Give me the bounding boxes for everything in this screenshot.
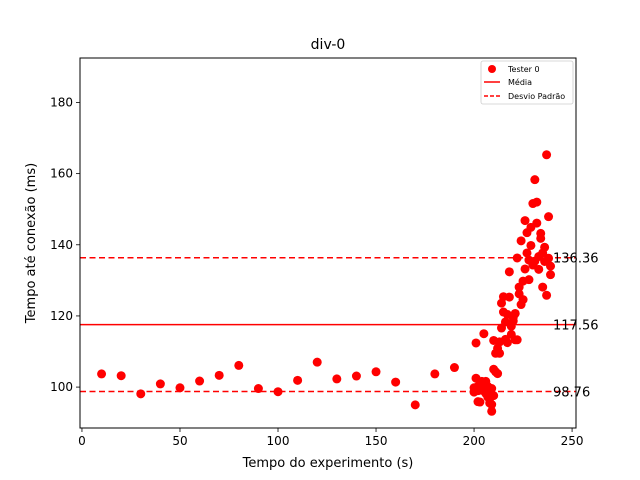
data-point (502, 338, 512, 348)
data-point (518, 295, 528, 305)
data-point (312, 357, 322, 367)
legend-label-tester: Tester 0 (507, 65, 540, 74)
data-point (542, 150, 552, 160)
data-point (475, 397, 485, 407)
data-point (534, 264, 544, 274)
legend-box (480, 60, 574, 105)
data-point (546, 261, 556, 271)
data-point (253, 384, 263, 394)
data-point (546, 270, 556, 280)
y-tick-label: 140 (50, 238, 73, 252)
data-point (538, 282, 548, 292)
x-axis: 0 50 100 150 200 250 (78, 428, 584, 448)
data-point (155, 379, 165, 389)
legend-label-media: Média (508, 77, 532, 87)
data-point (536, 228, 546, 238)
data-point (116, 371, 126, 381)
data-point (471, 338, 481, 348)
data-point (542, 290, 552, 300)
chart-title: div-0 (311, 37, 346, 53)
data-point (479, 329, 489, 339)
data-point (487, 406, 497, 416)
legend: Tester 0 Média Desvio Padrão (480, 60, 574, 105)
data-point (530, 175, 540, 185)
y-axis: 100 120 140 160 180 (50, 95, 80, 394)
x-tick-label: 100 (267, 434, 290, 448)
plot-frame (79, 57, 577, 429)
data-point (487, 384, 497, 394)
data-point (351, 371, 361, 381)
x-tick-label: 150 (365, 434, 388, 448)
data-point (504, 267, 514, 277)
data-point (391, 377, 401, 387)
data-point (504, 292, 514, 302)
y-tick-label: 100 (50, 380, 73, 394)
x-tick-label: 200 (463, 434, 486, 448)
data-point (544, 212, 554, 222)
data-point (175, 383, 185, 393)
y-tick-label: 120 (50, 309, 73, 323)
data-point (487, 400, 497, 410)
data-point (332, 374, 342, 384)
data-point (520, 216, 530, 226)
data-point (512, 335, 522, 345)
x-axis-label: Tempo do experimento (s) (242, 456, 414, 471)
x-tick-label: 250 (561, 434, 584, 448)
hline-label-2: 98.76 (553, 385, 590, 400)
data-point (526, 240, 536, 250)
data-point (214, 370, 224, 380)
data-point (510, 308, 520, 318)
data-point (371, 367, 381, 377)
data-point (136, 389, 146, 399)
legend-label-desvio: Desvio Padrão (508, 92, 565, 101)
data-point (97, 369, 107, 379)
data-point (540, 242, 550, 252)
data-point (512, 253, 522, 263)
data-point (520, 264, 530, 274)
x-tick-label: 50 (172, 434, 187, 448)
data-point (234, 360, 244, 370)
data-point (532, 197, 542, 207)
data-point (495, 348, 505, 358)
data-point (522, 248, 532, 258)
y-tick-label: 180 (50, 95, 73, 109)
data-point (489, 391, 499, 401)
data-point (544, 253, 554, 263)
data-point (293, 375, 303, 385)
data-point (273, 387, 283, 397)
data-point (449, 363, 459, 373)
data-point (532, 218, 542, 228)
data-point (493, 369, 503, 379)
x-tick-label: 0 (78, 434, 86, 448)
y-tick-label: 160 (50, 167, 73, 181)
legend-marker-tester (488, 65, 496, 73)
data-point (516, 236, 526, 246)
data-point (524, 275, 534, 285)
data-point (195, 376, 205, 386)
y-axis-label: Tempo até conexão (ms) (24, 163, 39, 324)
data-point (410, 400, 420, 410)
data-point (430, 369, 440, 379)
